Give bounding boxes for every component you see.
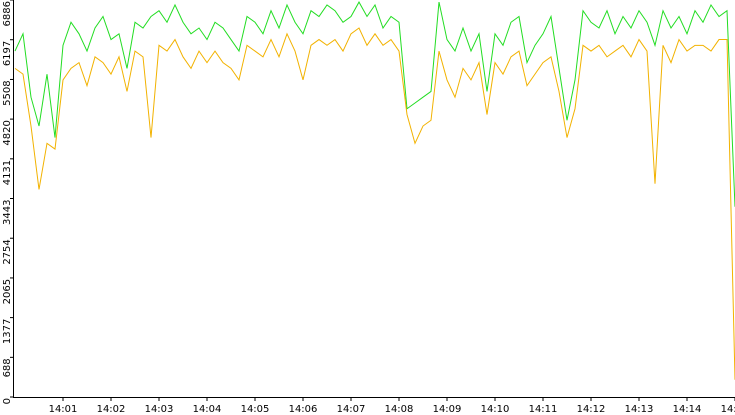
- y-tick-label: 2065: [2, 279, 13, 304]
- series-line: [14, 1, 735, 207]
- y-tick-label: 1377: [2, 319, 13, 344]
- series-line: [14, 27, 735, 380]
- x-tick-label: 14:08: [385, 404, 414, 415]
- y-tick-label: 0: [2, 398, 13, 404]
- y-tick-label: 5508: [2, 80, 13, 105]
- x-tick-label: 14:04: [193, 404, 222, 415]
- x-tick-label: 14:15: [721, 404, 735, 415]
- x-tick-label: 14:14: [673, 404, 702, 415]
- x-tick-label: 14:03: [145, 404, 174, 415]
- x-tick-label: 14:10: [481, 404, 510, 415]
- x-tick-label: 14:02: [97, 404, 126, 415]
- x-tick-label: 14:06: [289, 404, 318, 415]
- y-tick-label: 4131: [2, 160, 13, 185]
- y-tick-label: 2754: [2, 239, 13, 264]
- x-tick-label: 14:12: [577, 404, 606, 415]
- y-tick-label: 3443: [2, 200, 13, 225]
- x-tick-label: 14:01: [49, 404, 78, 415]
- x-tick-label: 14:13: [625, 404, 654, 415]
- y-tick-label: 688: [2, 358, 13, 377]
- x-tick-label: 14:11: [529, 404, 558, 415]
- y-tick-label: 4820: [2, 120, 13, 145]
- x-tick-label: 14:09: [433, 404, 462, 415]
- x-tick-label: 14:05: [241, 404, 270, 415]
- x-tick-label: 14:07: [337, 404, 366, 415]
- y-tick-label: 6886: [2, 1, 13, 26]
- y-tick-label: 6197: [2, 41, 13, 66]
